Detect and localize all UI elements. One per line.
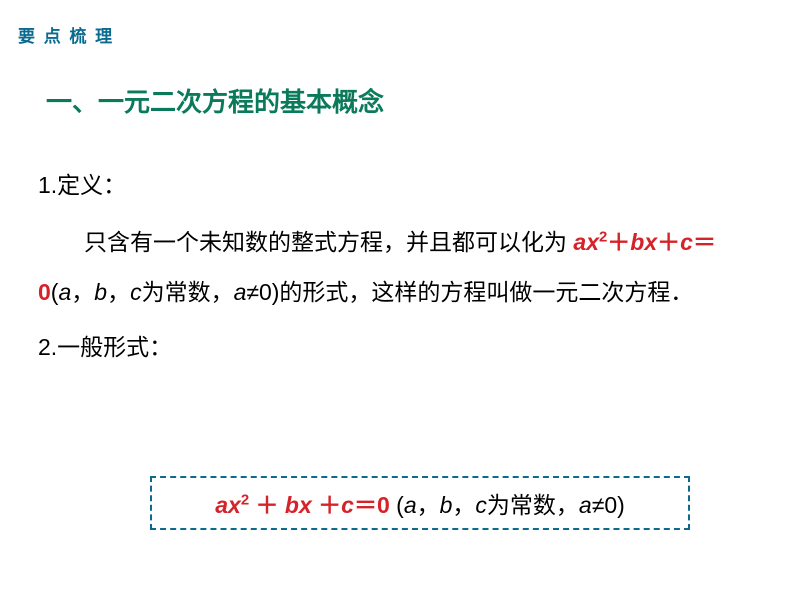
box-plus1: ＋ bbox=[249, 492, 285, 518]
box-plus2: ＋ bbox=[312, 492, 341, 518]
param-c: c bbox=[130, 279, 142, 305]
eq-plus1: ＋ bbox=[607, 229, 630, 255]
param-a: a bbox=[58, 279, 71, 305]
box-a: a bbox=[215, 492, 228, 518]
box-eqz: ＝0 bbox=[354, 492, 396, 518]
eq-eq: ＝ bbox=[693, 229, 716, 255]
box-b: b bbox=[285, 492, 299, 518]
eq-c: c bbox=[680, 229, 693, 255]
box-sup: 2 bbox=[241, 491, 249, 508]
section-title: 一、一元二次方程的基本概念 bbox=[46, 82, 384, 119]
box-x: x bbox=[228, 492, 241, 518]
content-block: 1.定义： 只含有一个未知数的整式方程，并且都可以化为 ax2＋bx＋c＝0(a… bbox=[38, 160, 756, 372]
comma1: ， bbox=[71, 279, 94, 305]
eq-a: a bbox=[573, 229, 586, 255]
eq-plus2: ＋ bbox=[657, 229, 680, 255]
formula-box: ax2 ＋ bx ＋c＝0 (a，b，c为常数，a≠0) bbox=[150, 476, 690, 530]
eq-zero: 0 bbox=[38, 279, 51, 305]
box-c2: ， bbox=[452, 492, 475, 518]
comma2: ， bbox=[107, 279, 130, 305]
box-x2: x bbox=[299, 492, 312, 518]
text-mid: 为常数， bbox=[142, 279, 234, 305]
box-eq: ax2 ＋ bx ＋c＝0 bbox=[215, 492, 396, 518]
eq-x2: x bbox=[644, 229, 657, 255]
box-c1: ， bbox=[417, 492, 440, 518]
box-pc: c bbox=[475, 492, 487, 518]
box-ane: a≠ bbox=[579, 492, 604, 518]
eq-x: x bbox=[586, 229, 599, 255]
text-post: 0)的形式，这样的方程叫做一元二次方程． bbox=[259, 279, 693, 305]
box-close: 0) bbox=[604, 492, 624, 518]
general-form-label: 2.一般形式： bbox=[38, 322, 756, 373]
a-ne: a≠ bbox=[234, 279, 259, 305]
header-label: 要 点 梳 理 bbox=[18, 22, 114, 47]
box-c: c bbox=[341, 492, 354, 518]
formula-content: ax2 ＋ bx ＋c＝0 (a，b，c为常数，a≠0) bbox=[215, 486, 625, 520]
box-open: ( bbox=[396, 492, 404, 518]
box-pa: a bbox=[404, 492, 417, 518]
definition-label: 1.定义： bbox=[38, 160, 756, 211]
definition-body: 只含有一个未知数的整式方程，并且都可以化为 ax2＋bx＋c＝0(a，b，c为常… bbox=[38, 217, 756, 318]
param-b: b bbox=[94, 279, 107, 305]
eq-b: b bbox=[630, 229, 644, 255]
box-mid: 为常数， bbox=[487, 492, 579, 518]
box-pb: b bbox=[440, 492, 453, 518]
text-pre: 只含有一个未知数的整式方程，并且都可以化为 bbox=[84, 229, 567, 255]
